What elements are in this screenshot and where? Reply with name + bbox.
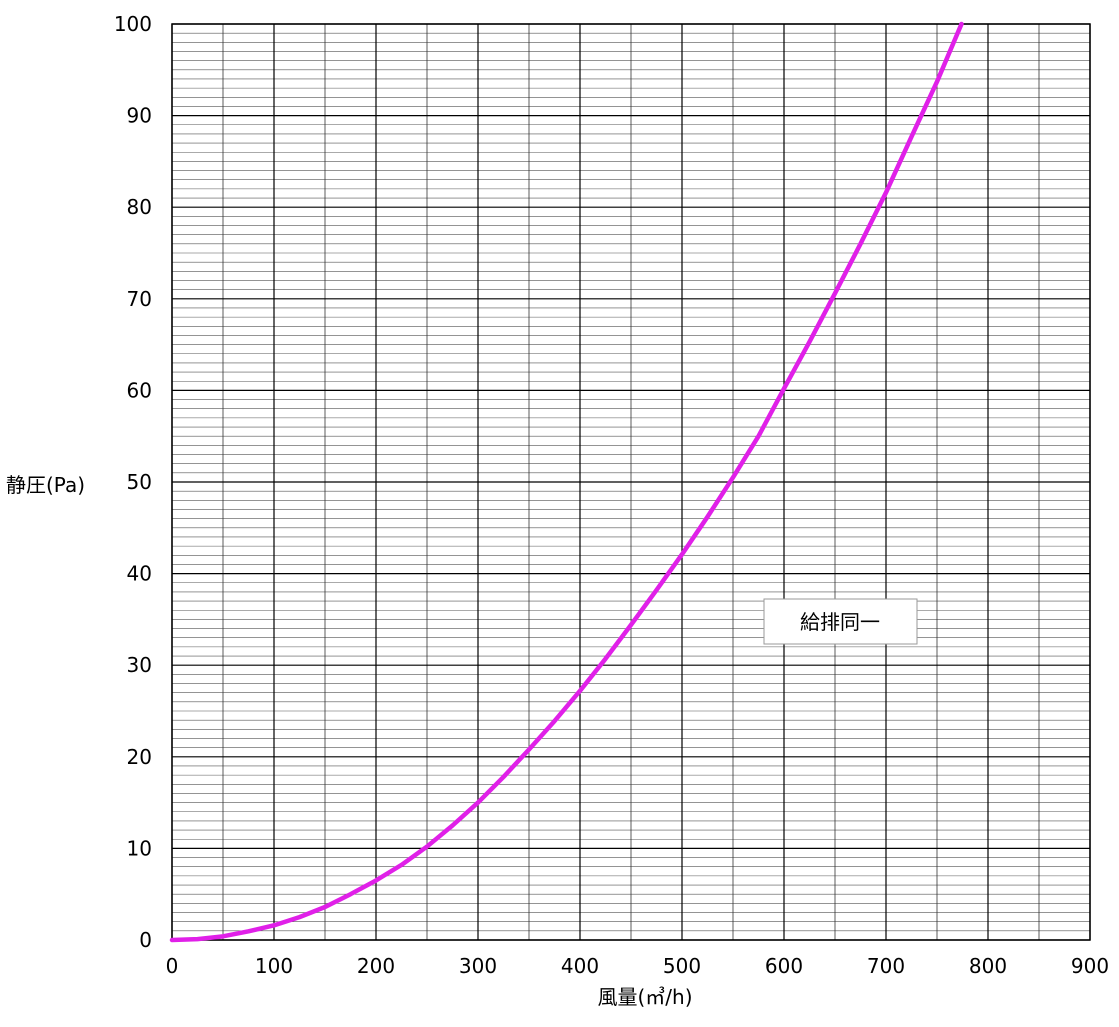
y-tick-label: 60 xyxy=(127,378,152,402)
y-tick-label: 70 xyxy=(127,287,152,311)
y-tick-labels: 0 10 20 30 40 50 60 70 80 90 100 xyxy=(114,12,152,952)
x-tick-label: 100 xyxy=(255,954,293,978)
annotation-frame xyxy=(763,598,918,645)
x-tick-label: 500 xyxy=(663,954,701,978)
x-tick-labels: 0 100 200 300 400 500 600 700 800 900 xyxy=(166,954,1109,978)
x-tick-label: 600 xyxy=(765,954,803,978)
x-tick-label: 800 xyxy=(969,954,1007,978)
y-tick-label: 90 xyxy=(127,104,152,128)
x-tick-label: 0 xyxy=(166,954,179,978)
series-line-0 xyxy=(169,21,964,943)
y-tick-label: 80 xyxy=(127,195,152,219)
y-axis-title: 静圧(Pa) xyxy=(6,473,85,497)
annotation-box: 給排同一 xyxy=(763,598,918,645)
plot-border xyxy=(171,23,1091,941)
y-tick-label: 10 xyxy=(127,836,152,860)
y-tick-label: 100 xyxy=(114,12,152,36)
x-tick-label: 400 xyxy=(561,954,599,978)
x-tick-label: 200 xyxy=(357,954,395,978)
y-tick-label: 0 xyxy=(139,928,152,952)
x-tick-label: 700 xyxy=(867,954,905,978)
series-layer xyxy=(169,21,964,943)
y-tick-label: 20 xyxy=(127,745,152,769)
y-tick-label: 50 xyxy=(127,470,152,494)
minor-grid xyxy=(172,24,1090,940)
y-tick-label: 30 xyxy=(127,653,152,677)
x-tick-label: 900 xyxy=(1071,954,1109,978)
x-axis-title: 風量(㎥/h) xyxy=(597,985,692,1009)
x-tick-label: 300 xyxy=(459,954,497,978)
annotation-label: 給排同一 xyxy=(800,610,880,634)
plot-border-layer xyxy=(171,23,1091,941)
y-tick-label: 40 xyxy=(127,562,152,586)
